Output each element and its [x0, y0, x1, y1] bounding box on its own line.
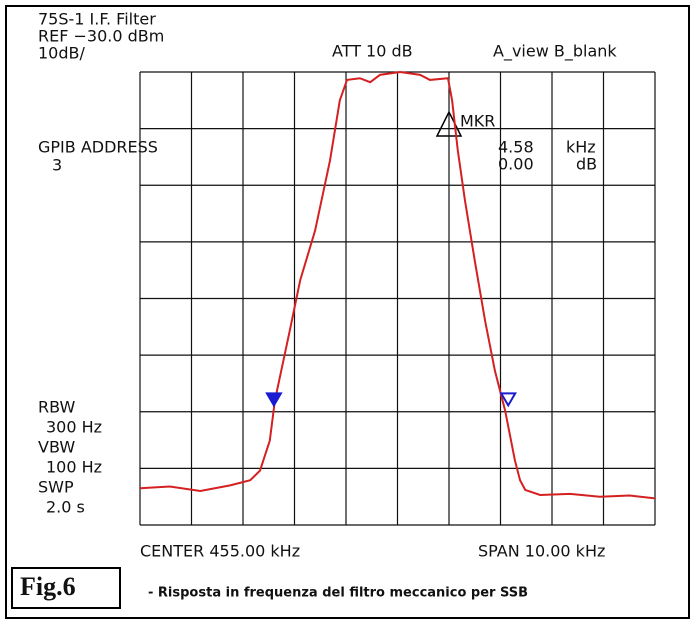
trace — [139, 70, 656, 500]
marker-freq: 4.58 — [498, 138, 534, 157]
gpib-value: 3 — [52, 156, 62, 175]
marker-level: 0.00 — [498, 155, 534, 174]
marker — [499, 392, 517, 408]
vbw-value: 100 Hz — [46, 458, 102, 477]
rbw-value: 300 Hz — [46, 418, 102, 437]
title: 75S-1 I.F. Filter — [38, 10, 156, 29]
rbw-label: RBW — [38, 398, 76, 417]
vbw-label: VBW — [38, 438, 75, 457]
swp-label: SWP — [38, 478, 74, 497]
view-mode: A_view B_blank — [493, 42, 617, 62]
marker-freq-unit: kHz — [566, 138, 596, 157]
marker — [265, 392, 283, 408]
ref-level: REF −30.0 dBm — [38, 27, 164, 46]
marker-label: MKR — [460, 112, 495, 131]
span: SPAN 10.00 kHz — [478, 542, 605, 561]
outer-frame — [5, 5, 690, 619]
caption: - Risposta in frequenza del filtro mecca… — [148, 586, 528, 601]
scale: 10dB/ — [38, 44, 85, 63]
attenuation: ATT 10 dB — [332, 42, 413, 61]
swp-value: 2.0 s — [46, 498, 85, 517]
gpib-label: GPIB ADDRESS — [38, 138, 158, 157]
marker-level-unit: dB — [576, 155, 597, 174]
center-freq: CENTER 455.00 kHz — [140, 542, 300, 561]
figure-label: Fig.6 — [20, 572, 76, 601]
fig-box — [11, 567, 121, 609]
